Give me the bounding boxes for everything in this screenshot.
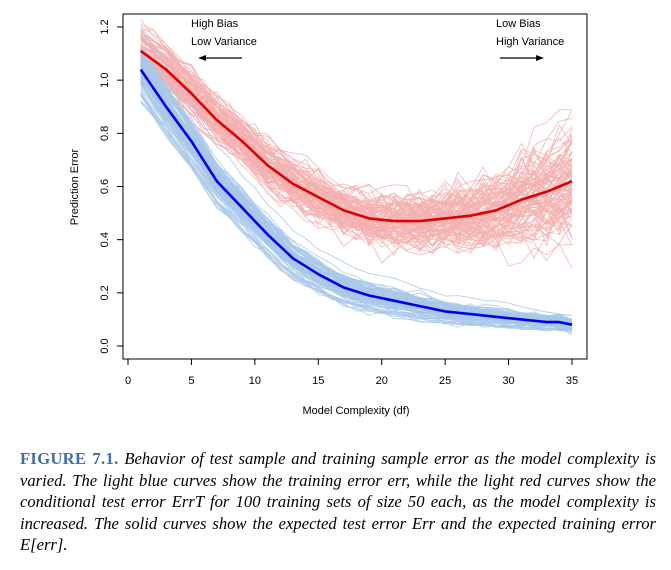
training-error-curve <box>140 99 573 336</box>
arrow-left-head <box>198 55 206 61</box>
test-error-curve <box>140 35 573 215</box>
annotation-right: Low Bias High Variance <box>496 18 564 61</box>
figure-caption: FIGURE 7.1. Behavior of test sample and … <box>20 448 656 556</box>
x-tick-label: 0 <box>125 375 131 387</box>
test-error-curve <box>140 52 573 253</box>
annotation-left: High Bias Low Variance <box>191 18 257 61</box>
expected-test-error-line <box>139 49 573 223</box>
y-tick-label: 0.8 <box>99 126 111 141</box>
y-tick-label: 0.0 <box>99 338 111 353</box>
x-tick-label: 5 <box>188 375 194 387</box>
test-error-curve <box>140 69 573 252</box>
y-axis-title: Prediction Error <box>69 148 81 225</box>
x-axis: 0 5 10 15 20 25 30 35 <box>125 359 578 387</box>
test-error-curve <box>140 24 573 209</box>
x-tick-label: 25 <box>439 375 451 387</box>
test-error-curve <box>140 62 573 236</box>
x-axis-title: Model Complexity (df) <box>303 405 410 417</box>
training-error-curve <box>140 93 573 330</box>
x-tick-label: 20 <box>376 375 388 387</box>
test-error-curve <box>140 77 573 264</box>
test-error-curve <box>140 56 573 237</box>
training-error-curve <box>140 102 573 334</box>
x-tick-label: 35 <box>566 375 578 387</box>
training-error-curve <box>140 58 573 324</box>
training-error-curve <box>140 87 573 331</box>
x-tick-label: 30 <box>502 375 514 387</box>
test-error-curve <box>140 60 573 243</box>
training-error-curve <box>140 94 573 331</box>
training-error-curve <box>140 79 573 327</box>
test-error-curve <box>140 49 573 232</box>
training-error-curve <box>140 51 573 323</box>
y-tick-label: 0.2 <box>99 285 111 300</box>
training-error-curve <box>140 66 573 326</box>
expected-error-lines <box>139 49 573 326</box>
annotation-low-bias: Low Bias <box>496 18 541 30</box>
x-tick-label: 15 <box>312 375 324 387</box>
y-tick-label: 1.0 <box>99 73 111 88</box>
figure-label: FIGURE 7.1. <box>20 449 119 468</box>
chart: 0 5 10 15 20 25 30 35 0.0 0.2 0.4 0.6 0.8 1.0 1.2 Mod… <box>69 13 588 417</box>
training-error-curve <box>140 42 573 320</box>
y-tick-label: 1.2 <box>99 19 111 34</box>
test-error-curves <box>140 19 573 269</box>
annotation-high-bias: High Bias <box>191 18 239 30</box>
test-error-curve <box>140 37 573 212</box>
annotation-high-variance: High Variance <box>496 36 564 48</box>
training-error-curve <box>140 49 573 322</box>
x-tick-label: 10 <box>249 375 261 387</box>
arrow-right-head <box>536 55 544 61</box>
training-error-curve <box>140 28 573 316</box>
caption-text: Behavior of test sample and training sam… <box>20 449 656 554</box>
expected-training-error-line <box>139 68 573 326</box>
y-tick-label: 0.6 <box>99 179 111 194</box>
y-tick-label: 0.4 <box>99 232 111 247</box>
test-error-curve <box>140 48 573 224</box>
annotation-low-variance: Low Variance <box>191 36 257 48</box>
y-axis: 0.0 0.2 0.4 0.6 0.8 1.0 1.2 <box>99 19 123 354</box>
